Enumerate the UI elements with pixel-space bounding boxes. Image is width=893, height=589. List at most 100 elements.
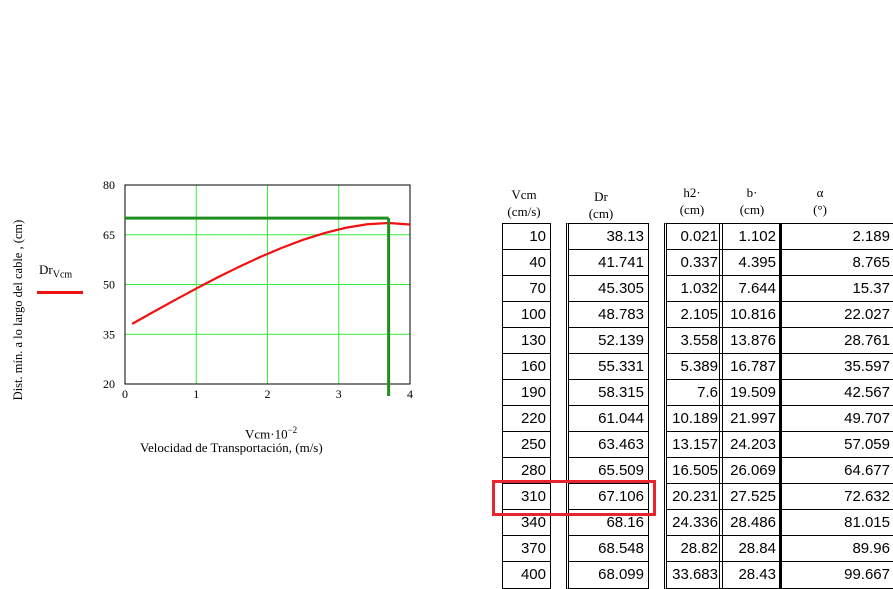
table-cell: 45.305 (569, 276, 648, 302)
legend-label: DrVcm (39, 262, 72, 281)
table-cell: 8.765 (782, 250, 893, 276)
x-tick-label: 2 (265, 387, 271, 401)
column-h2: 0.021 0.337 1.032 2.105 3.558 5.389 7.6 10.189 1… (664, 223, 723, 589)
table-cell: 4.395 (720, 250, 780, 276)
table-cell: 28.486 (720, 510, 780, 536)
table-cell: 68.099 (598, 566, 644, 583)
highlight-box (492, 480, 656, 516)
table-cell: 68.548 (569, 536, 648, 562)
table-cell: 400 (520, 566, 546, 583)
x-axis-label: Vcm·10−2 (245, 425, 297, 442)
table-cell: 2.105 (667, 302, 722, 328)
table-cell: 41.741 (569, 250, 648, 276)
table-cell: 1.102 (720, 224, 780, 250)
y-axis-label: Dist. mín. a lo largo del cable , (cm) (11, 219, 25, 401)
header-dr-name: Dr (594, 189, 608, 204)
y-tick-label: 65 (103, 228, 115, 242)
series-line-drvcm (131, 221, 411, 325)
table-cell: 1.032 (667, 276, 722, 302)
table-cell: 3.558 (667, 328, 722, 354)
table-cell: 42.567 (782, 380, 893, 406)
table-cell: 27.525 (720, 484, 780, 510)
table-cell: 220 (503, 406, 550, 432)
table-cell: 67.106 (569, 484, 648, 510)
table-cell: 21.997 (720, 406, 780, 432)
x-tick-label: 4 (407, 387, 413, 401)
table-cell: 70 (503, 276, 550, 302)
table-cell: 5.389 (667, 354, 722, 380)
header-h2-name: h2· (683, 185, 701, 200)
table-cell: 49.707 (782, 406, 893, 432)
header-alpha-unit: (°) (813, 202, 827, 217)
table-cell: 28.82 (667, 536, 722, 562)
table-cell: 58.315 (569, 380, 648, 406)
table-cell: 10 (503, 224, 550, 250)
x-tick-label: 3 (336, 387, 342, 401)
column-dr: 38.13 41.741 45.305 48.783 52.139 55.331 58.31… (566, 223, 649, 589)
table-cell: 0.337 (667, 250, 722, 276)
table-cell: 63.463 (569, 432, 648, 458)
header-vcm-unit: (cm/s) (507, 204, 541, 219)
table-cell: 190 (503, 380, 550, 406)
y-tick-label: 35 (103, 327, 115, 341)
table-cell: 35.597 (782, 354, 893, 380)
table-cell: 28.761 (782, 328, 893, 354)
table-cell: 89.96 (782, 536, 893, 562)
table-cell: 100 (503, 302, 550, 328)
table-cell: 38.13 (569, 224, 648, 250)
table-cell: 28.84 (720, 536, 780, 562)
header-dr: Dr (cm) (574, 188, 628, 222)
line-chart: 0 1 2 3 4 20 35 50 65 80 (103, 178, 413, 401)
column-alpha: 2.189 8.765 15.37 22.027 28.761 35.597 42.567 4… (779, 223, 893, 589)
table-cell: 64.677 (782, 458, 893, 484)
table-cell: 28.43 (738, 566, 776, 583)
x-axis-label-main: Vcm·10 (245, 426, 288, 442)
table-cell: 22.027 (782, 302, 893, 328)
table-cell: 72.632 (782, 484, 893, 510)
table-cell: 55.331 (569, 354, 648, 380)
table-cell: 24.336 (667, 510, 722, 536)
header-dr-unit: (cm) (588, 206, 614, 221)
table-cell: 10.189 (667, 406, 722, 432)
table-cell: 48.783 (569, 302, 648, 328)
table-cell: 280 (503, 458, 550, 484)
table-cell: 19.509 (720, 380, 780, 406)
header-vcm: Vcm (cm/s) (502, 186, 546, 220)
plot-frame (124, 184, 411, 385)
table-cell: 7.644 (720, 276, 780, 302)
header-b-name: b· (746, 185, 758, 200)
table-cell: 16.787 (720, 354, 780, 380)
header-b-unit: (cm) (739, 202, 765, 217)
table-cell: 65.509 (569, 458, 648, 484)
table-cell: 10.816 (720, 302, 780, 328)
y-tick-label: 80 (103, 178, 115, 192)
table-cell: 15.37 (782, 276, 893, 302)
header-h2: h2· (cm) (667, 184, 717, 218)
table-cell: 160 (503, 354, 550, 380)
header-b: b· (cm) (730, 184, 774, 218)
x-axis-label-exponent: −2 (287, 425, 298, 435)
table-cell: 26.069 (720, 458, 780, 484)
x-tick-label: 0 (122, 387, 128, 401)
column-b: 1.102 4.395 7.644 10.816 13.876 16.787 19.509 2… (719, 223, 781, 589)
table-cell: 20.231 (667, 484, 722, 510)
table-cell: 2.189 (782, 224, 893, 250)
table-cell: 52.139 (569, 328, 648, 354)
x-axis-subtitle: Velocidad de Transportación, (m/s) (140, 440, 323, 455)
legend-line-swatch (37, 291, 83, 294)
table-cell: 250 (503, 432, 550, 458)
table-cell: 0.021 (667, 224, 722, 250)
table-cell: 99.667 (844, 566, 890, 583)
table-cell: 16.505 (667, 458, 722, 484)
header-h2-unit: (cm) (679, 202, 705, 217)
table-cell: 24.203 (720, 432, 780, 458)
table-cell: 40 (503, 250, 550, 276)
table-cell: 310 (503, 484, 550, 510)
header-vcm-name: Vcm (511, 187, 537, 202)
x-tick-label: 1 (193, 387, 199, 401)
table-cell: 61.044 (569, 406, 648, 432)
header-alpha: α (°) (805, 184, 835, 218)
table-cell: 57.059 (782, 432, 893, 458)
table-cell: 81.015 (782, 510, 893, 536)
table-cell: 130 (503, 328, 550, 354)
